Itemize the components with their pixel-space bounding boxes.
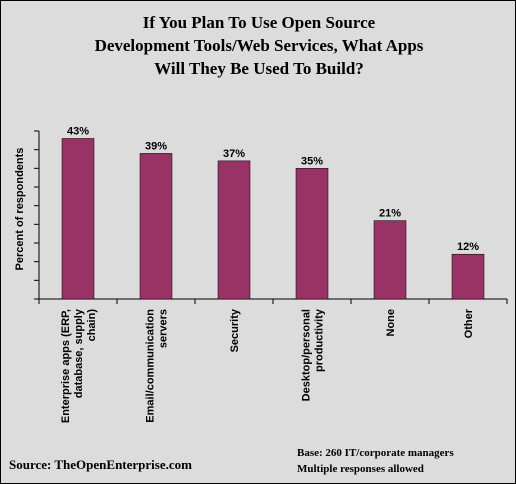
multiple-responses-note: Multiple responses allowed <box>297 463 424 475</box>
bar <box>61 138 95 300</box>
base-note: Base: 260 IT/corporate managers <box>297 447 454 459</box>
chart-title: If You Plan To Use Open Source Developme… <box>94 13 424 78</box>
bar <box>139 153 173 300</box>
data-label: 35% <box>301 155 323 167</box>
data-label: 12% <box>457 241 479 253</box>
category-label: Security <box>229 308 241 352</box>
category-label: Email/communicationservers <box>145 309 170 423</box>
data-label: 39% <box>145 140 167 152</box>
source-note: Source: TheOpenEnterprise.com <box>9 457 192 472</box>
bar <box>451 253 485 300</box>
category-label: Desktop/personalproductivity <box>301 308 326 401</box>
category-label: None <box>385 309 397 337</box>
data-label: 37% <box>223 148 245 160</box>
bar <box>373 220 407 300</box>
data-label: 21% <box>379 208 401 220</box>
category-label: Enterprise apps (ERP,database, supplycha… <box>60 308 98 423</box>
bar <box>217 160 251 300</box>
bar <box>295 168 329 300</box>
data-label: 43% <box>67 125 89 137</box>
category-label: Other <box>463 308 475 338</box>
